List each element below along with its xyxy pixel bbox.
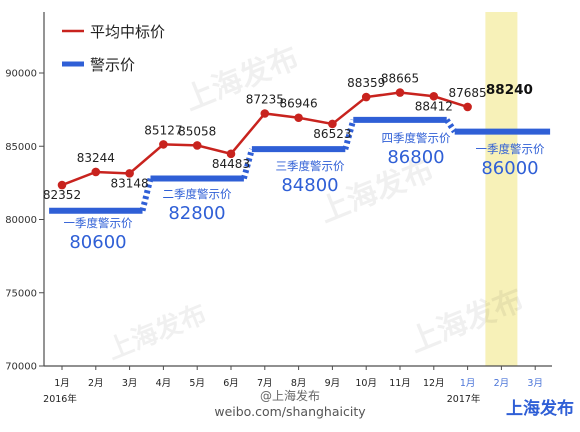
average-price-point — [294, 113, 303, 123]
warning-annotation-value: 82800 — [168, 203, 225, 224]
warning-annotation-value: 86800 — [387, 147, 444, 168]
highlight-column — [485, 12, 518, 366]
footer-logo: 上海发布 — [506, 398, 574, 419]
average-price-label: 88665 — [381, 72, 419, 86]
footer-url: weibo.com/shanghaicity — [214, 404, 366, 419]
x-tick-label: 12月 — [423, 378, 445, 389]
warning-price-connector — [342, 119, 357, 150]
average-price-point — [57, 180, 67, 190]
highlight-value-label: 88240 — [486, 82, 533, 98]
average-price-label: 86946 — [280, 97, 318, 111]
average-price-label: 87235 — [246, 93, 284, 107]
x-tick-label: 10月 — [355, 378, 377, 389]
x-tick-label: 3月 — [527, 378, 543, 389]
average-price-point — [260, 109, 270, 118]
warning-annotation-label: 三季度警示价 — [276, 159, 345, 173]
x-tick-label: 5月 — [189, 378, 205, 389]
y-tick-label: 80000 — [5, 215, 37, 226]
x-tick-label: 11月 — [389, 378, 411, 389]
average-price-label: 83244 — [77, 151, 115, 165]
warning-annotation-value: 86000 — [481, 158, 538, 179]
legend-label-warning: 警示价 — [90, 56, 135, 74]
x-tick-label: 2月 — [494, 378, 510, 389]
warning-annotation-value: 80600 — [69, 232, 126, 253]
y-tick-label: 85000 — [5, 142, 37, 153]
warning-annotation-label: 一季度警示价 — [64, 216, 133, 230]
y-tick-label: 75000 — [5, 288, 37, 299]
year-label: 2017年 — [447, 393, 481, 405]
average-price-label: 85058 — [178, 124, 216, 138]
average-price-label: 85127 — [144, 123, 182, 137]
x-tick-label: 1月 — [460, 378, 476, 389]
legend-label-average: 平均中标价 — [90, 23, 165, 41]
x-tick-label: 4月 — [156, 378, 172, 389]
average-price-label: 84483 — [212, 157, 250, 171]
x-tick-label: 2月 — [88, 378, 104, 389]
average-price-label: 86523 — [313, 127, 351, 141]
y-tick-label: 70000 — [5, 362, 37, 373]
average-price-point — [159, 140, 168, 149]
average-price-label: 88359 — [347, 76, 385, 90]
x-tick-label: 8月 — [291, 378, 307, 389]
average-price-point — [429, 91, 439, 101]
watermark-text: 上海发布 — [103, 298, 211, 366]
average-price-label: 83148 — [111, 176, 149, 190]
x-tick-label: 3月 — [122, 378, 138, 389]
x-tick-label: 9月 — [325, 378, 341, 389]
average-price-point — [125, 169, 134, 178]
x-tick-label: 1月 — [54, 378, 70, 389]
average-price-label: 88412 — [415, 99, 453, 113]
x-tick-label: 7月 — [257, 378, 273, 389]
warning-price-connector — [444, 118, 458, 134]
average-price-point — [91, 167, 101, 177]
warning-annotation-label: 四季度警示价 — [382, 131, 451, 145]
average-price-point — [395, 88, 405, 97]
warning-annotation-label: 一季度警示价 — [476, 142, 545, 156]
footer-handle: @上海发布 — [260, 388, 320, 403]
warning-annotation-value: 84800 — [281, 175, 338, 196]
average-price-point — [226, 149, 236, 159]
average-price-point — [463, 102, 472, 112]
warning-price-connector — [241, 148, 255, 180]
average-price-label: 87685 — [449, 86, 487, 100]
average-price-label: 82352 — [43, 188, 81, 202]
x-tick-label: 6月 — [223, 378, 239, 389]
average-price-point — [192, 141, 202, 150]
y-tick-label: 90000 — [5, 69, 37, 80]
average-price-point — [328, 119, 337, 129]
year-label: 2016年 — [43, 393, 77, 405]
average-price-point — [361, 92, 371, 102]
warning-annotation-label: 二季度警示价 — [163, 187, 232, 201]
